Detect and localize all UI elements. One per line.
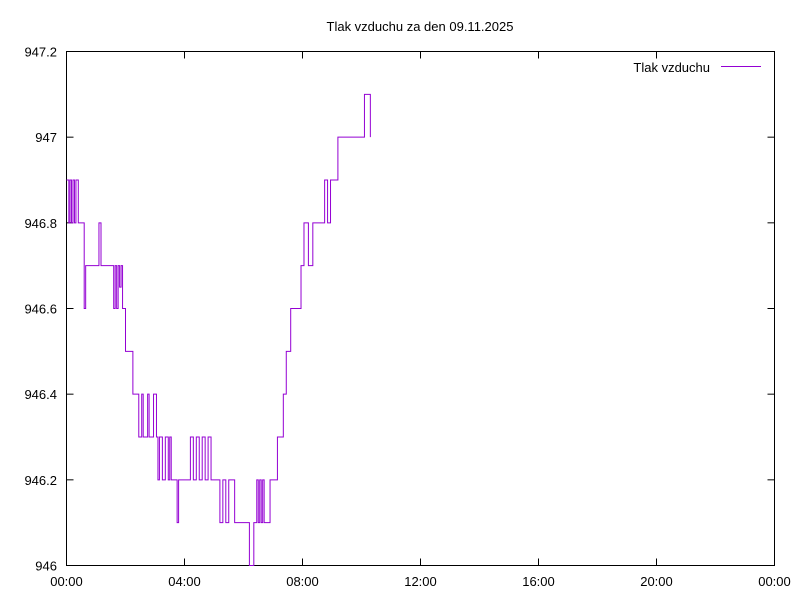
x-tick-label: 20:00 <box>640 574 673 589</box>
y-tick-label: 947 <box>35 130 57 145</box>
legend-label: Tlak vzduchu <box>633 60 710 75</box>
legend: Tlak vzduchu <box>633 60 761 75</box>
y-tick-label: 947.2 <box>24 45 57 60</box>
x-tick-label: 00:00 <box>758 574 791 589</box>
series-line-tlak-vzduchu <box>66 93 371 566</box>
chart-title: Tlak vzduchu za den 09.11.2025 <box>327 19 514 34</box>
series-group <box>66 93 371 566</box>
y-tick-label: 946.8 <box>24 216 57 231</box>
x-tick-label: 00:00 <box>50 574 83 589</box>
y-tick-label: 946 <box>35 559 57 574</box>
axis-ticks <box>66 51 775 566</box>
x-axis-tick-labels: 00:00 04:00 08:00 12:00 16:00 20:00 00:00 <box>50 574 791 589</box>
x-tick-label: 12:00 <box>404 574 437 589</box>
x-tick-label: 08:00 <box>286 574 319 589</box>
y-tick-label: 946.4 <box>24 387 57 402</box>
x-tick-label: 16:00 <box>522 574 555 589</box>
y-tick-label: 946.6 <box>24 302 57 317</box>
y-tick-label: 946.2 <box>24 473 57 488</box>
x-tick-label: 04:00 <box>168 574 201 589</box>
y-axis-tick-labels: 946 946.2 946.4 946.6 946.8 947 947.2 <box>24 45 57 574</box>
